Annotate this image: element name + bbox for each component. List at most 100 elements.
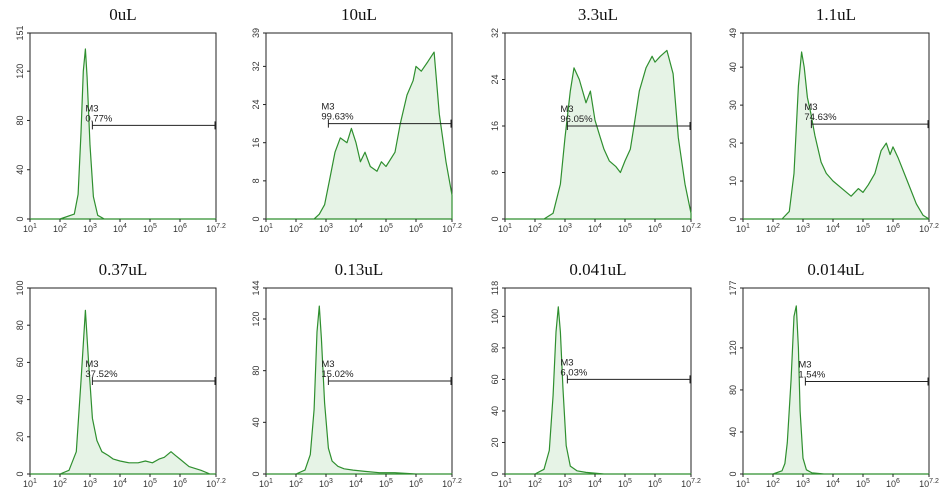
gate-percent: 6.03%	[560, 367, 587, 378]
y-tick-label: 60	[490, 374, 500, 384]
x-tick-label: 101	[736, 478, 750, 489]
y-tick-label: 40	[15, 165, 25, 175]
x-tick-label: 104	[588, 478, 602, 489]
y-tick-label: 80	[728, 385, 738, 395]
y-tick-label: 80	[490, 343, 500, 353]
gate-label: M3	[85, 103, 98, 114]
gate-percent: 0.77%	[85, 113, 112, 124]
y-tick-label: 0	[490, 216, 500, 221]
histogram-area	[504, 306, 692, 475]
y-tick-label: 16	[251, 138, 261, 148]
x-tick-label: 106	[648, 223, 662, 234]
plot-frame	[504, 287, 692, 475]
panel-title: 0.014uL	[807, 260, 864, 279]
x-tick-label: 101	[259, 223, 273, 234]
plot-frame	[29, 32, 217, 220]
y-tick-label: 8	[490, 170, 500, 175]
x-tick-label: 101	[736, 223, 750, 234]
x-tick-label: 106	[886, 223, 900, 234]
y-tick-label: 32	[490, 28, 500, 38]
plot-frame	[742, 287, 930, 475]
x-tick-label: 104	[349, 223, 363, 234]
panel-title: 0.37uL	[99, 260, 148, 279]
y-tick-label: 0	[490, 471, 500, 476]
y-tick-label: 40	[251, 417, 261, 427]
y-tick-label: 144	[251, 280, 261, 295]
y-tick-label: 10	[728, 176, 738, 186]
x-tick-label: 105	[856, 223, 870, 234]
histogram-area	[504, 49, 692, 220]
x-tick-label: 107.2	[681, 223, 701, 234]
panel-title: 1.1uL	[816, 5, 856, 24]
histogram-area	[265, 51, 453, 220]
x-tick-label: 103	[796, 478, 810, 489]
x-tick-label: 102	[766, 223, 780, 234]
y-tick-label: 0	[15, 471, 25, 476]
gate-percent: 15.02%	[321, 369, 354, 380]
y-tick-label: 100	[15, 280, 25, 295]
gate-label: M3	[321, 102, 334, 113]
gate-percent: 37.52%	[85, 369, 118, 380]
y-tick-label: 120	[251, 311, 261, 326]
x-tick-label: 102	[528, 478, 542, 489]
x-tick-label: 101	[498, 478, 512, 489]
y-tick-label: 40	[728, 427, 738, 437]
x-tick-label: 105	[143, 478, 157, 489]
gate-label: M3	[321, 359, 334, 370]
histogram-panel: 0.37uL 0 20 40 60 80 100 101 102 103 104 105 106 107.…	[15, 260, 226, 489]
y-tick-label: 120	[728, 340, 738, 355]
x-tick-label: 105	[618, 478, 632, 489]
y-tick-label: 20	[15, 432, 25, 442]
gate-label: M3	[560, 104, 573, 115]
gate-label: M3	[804, 102, 817, 113]
x-tick-label: 103	[558, 478, 572, 489]
histogram-panel: 0.041uL 0 20 40 60 80 100 118 101 102 103 104 105 106…	[490, 260, 701, 489]
x-tick-label: 103	[83, 223, 97, 234]
x-tick-label: 106	[409, 478, 423, 489]
gate-label: M3	[85, 359, 98, 370]
histogram-area	[742, 305, 930, 475]
x-tick-label: 103	[319, 478, 333, 489]
y-tick-label: 24	[490, 74, 500, 84]
histogram-area	[29, 309, 217, 475]
x-tick-label: 106	[886, 478, 900, 489]
x-tick-label: 102	[53, 478, 67, 489]
histogram-panel: 1.1uL 0 10 20 30 40 49 101 102 103 104 105 106 107.2 M…	[728, 5, 939, 234]
x-tick-label: 102	[766, 478, 780, 489]
y-tick-label: 120	[15, 64, 25, 79]
x-tick-label: 107.2	[681, 478, 701, 489]
x-tick-label: 103	[558, 223, 572, 234]
x-tick-label: 104	[113, 478, 127, 489]
gate-percent: 74.63%	[804, 112, 837, 123]
y-tick-label: 0	[728, 471, 738, 476]
y-tick-label: 30	[728, 100, 738, 110]
panel-title: 10uL	[341, 5, 377, 24]
x-tick-label: 106	[409, 223, 423, 234]
panel-title: 0.13uL	[335, 260, 384, 279]
y-tick-label: 32	[251, 61, 261, 71]
y-tick-label: 8	[251, 178, 261, 183]
y-tick-label: 40	[15, 395, 25, 405]
y-tick-label: 151	[15, 25, 25, 40]
histogram-area	[742, 51, 930, 220]
x-tick-label: 101	[259, 478, 273, 489]
panel-title: 0.041uL	[569, 260, 626, 279]
x-tick-label: 104	[588, 223, 602, 234]
x-tick-label: 101	[23, 223, 37, 234]
y-tick-label: 80	[15, 115, 25, 125]
y-tick-label: 20	[490, 437, 500, 447]
histogram-panel: 10uL 0 8 16 24 32 39 101 102 103 104 105 106 107.2 M39…	[251, 5, 462, 234]
y-tick-label: 60	[15, 357, 25, 367]
y-tick-label: 118	[490, 281, 500, 295]
panel-title: 3.3uL	[578, 5, 618, 24]
y-tick-label: 49	[728, 28, 738, 38]
x-tick-label: 102	[53, 223, 67, 234]
y-tick-label: 0	[251, 471, 261, 476]
x-tick-label: 106	[648, 478, 662, 489]
x-tick-label: 106	[173, 223, 187, 234]
y-tick-label: 80	[15, 320, 25, 330]
x-tick-label: 106	[173, 478, 187, 489]
y-tick-label: 0	[251, 216, 261, 221]
y-tick-label: 177	[728, 280, 738, 295]
